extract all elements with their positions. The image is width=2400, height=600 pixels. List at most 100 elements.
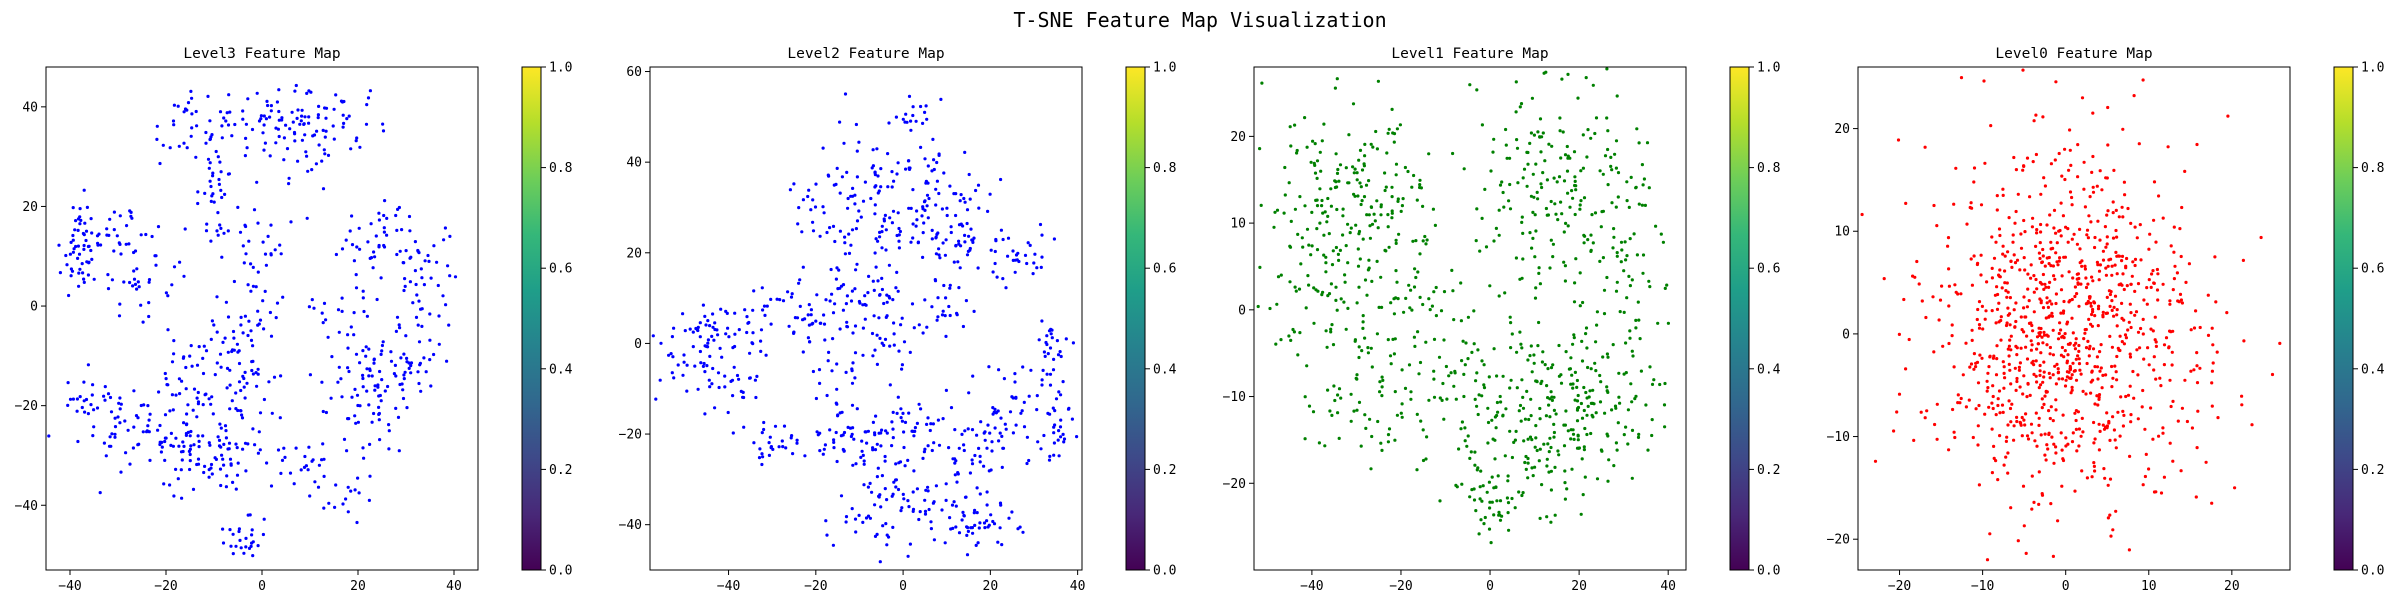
scatter-point [1341,207,1345,211]
scatter-point [1575,446,1580,450]
scatter-point [2026,287,2030,291]
scatter-point [789,295,794,299]
scatter-point [407,361,411,365]
scatter-point [1524,467,1528,471]
scatter-point [210,472,214,476]
scatter-point [1503,291,1507,295]
scatter-point [1328,409,1332,413]
y-tick-label: 0 [634,337,642,352]
scatter-point [2016,192,2020,196]
scatter-point [2042,370,2046,374]
scatter-point [90,231,94,235]
scatter-point [857,209,861,213]
scatter-point [215,361,219,365]
scatter-point [932,538,937,542]
y-tick-label: 60 [626,65,642,80]
scatter-point [196,201,200,206]
scatter-point [1589,136,1593,140]
scatter-point [2090,369,2094,373]
scatter-point [835,459,839,464]
scatter-point [186,403,190,407]
scatter-point [188,467,192,472]
scatter-point [2007,354,2011,358]
scatter-point [1576,438,1580,442]
scatter-point [2007,362,2011,366]
scatter-point [395,315,400,319]
scatter-point [422,356,426,360]
scatter-point [1045,334,1049,338]
scatter-point [243,441,248,445]
scatter-point [1051,368,1056,372]
scatter-point [1516,181,1520,185]
scatter-point [214,457,218,461]
scatter-point [302,122,306,126]
scatter-point [361,446,365,450]
scatter-point [274,126,278,130]
scatter-point [1638,337,1642,341]
scatter-point [897,461,901,465]
scatter-point [2093,365,2097,369]
scatter-point [1343,280,1347,284]
scatter-point [1380,394,1384,398]
scatter-point [724,309,728,313]
scatter-point [975,486,979,490]
scatter-point [1545,464,1549,468]
scatter-point [2042,333,2047,337]
scatter-point [419,307,423,311]
scatter-point [1303,395,1307,399]
scatter-point [222,231,226,235]
scatter-point [969,526,973,530]
scatter-point [2170,363,2174,367]
scatter-point [969,227,973,231]
scatter-point [224,119,228,123]
scatter-point [962,448,966,453]
scatter-point [1392,312,1396,316]
scatter-point [963,233,967,237]
scatter-point [1497,513,1501,517]
scatter-point [1040,255,1044,259]
scatter-point [74,219,78,223]
scatter-point [132,389,136,393]
scatter-point [954,244,958,248]
scatter-point [276,127,280,131]
x-tick-label: −20 [154,579,177,594]
scatter-point [2070,385,2074,389]
scatter-point [1614,205,1618,209]
scatter-point [2060,174,2064,178]
scatter-point [1606,129,1610,133]
scatter-point [948,283,952,287]
scatter-point [1652,378,1656,382]
scatter-point [745,315,749,319]
scatter-point [898,229,903,234]
scatter-point [818,449,822,453]
scatter-point [2037,386,2041,390]
scatter-point [2096,219,2100,223]
scatter-point [897,233,901,237]
scatter-point [76,228,80,232]
scatter-point [828,226,832,230]
scatter-point [2089,391,2093,395]
scatter-point [1344,244,1348,248]
scatter-point [885,533,889,537]
scatter-point [970,428,975,432]
subplot-2: Level2 Feature Map−40 −20 0 20 40−40−2002040… [619,46,1177,594]
scatter-point [926,164,930,168]
scatter-point [1634,318,1638,322]
scatter-point [1919,410,1923,414]
scatter-point [2095,355,2099,359]
scatter-point [703,412,707,416]
scatter-point [2118,434,2122,438]
scatter-point [259,114,263,118]
scatter-point [1421,428,1425,432]
scatter-point [1039,447,1043,451]
scatter-point [1315,204,1320,208]
colorbar-tick-label: 0.4 [549,362,573,377]
scatter-point [2039,301,2043,305]
scatter-point [1892,429,1896,433]
scatter-point [2024,412,2028,416]
scatter-point [141,320,145,324]
scatter-point [834,430,838,435]
scatter-point [296,159,300,163]
scatter-point [924,181,928,185]
colorbar-tick-label: 0.6 [1153,262,1176,277]
